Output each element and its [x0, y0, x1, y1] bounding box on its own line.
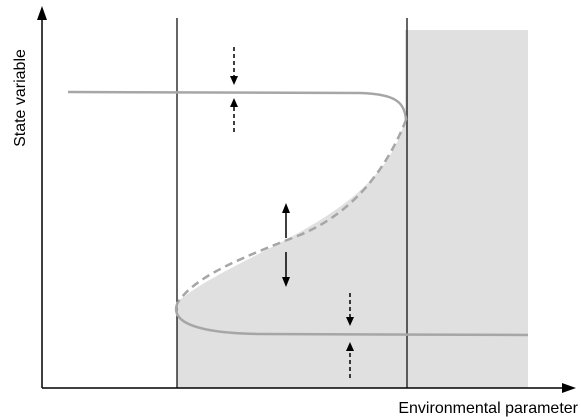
- arrowhead-icon: [37, 6, 47, 20]
- y-axis-label: State variable: [12, 49, 29, 147]
- unstable-branch: [176, 119, 408, 303]
- shaded-region: [177, 30, 528, 388]
- lower-stable-branch: [174, 301, 529, 337]
- dashed-arrow-icon: [346, 342, 354, 378]
- x-axis-label: Environmental parameter: [398, 400, 578, 417]
- double-arrow-icon: [282, 203, 290, 287]
- arrowhead-icon: [562, 383, 576, 393]
- dashed-arrow-icon: [230, 47, 238, 85]
- dashed-arrow-icon: [346, 293, 354, 326]
- dashed-arrow-icon: [230, 98, 238, 132]
- upper-stable-branch: [67, 90, 408, 121]
